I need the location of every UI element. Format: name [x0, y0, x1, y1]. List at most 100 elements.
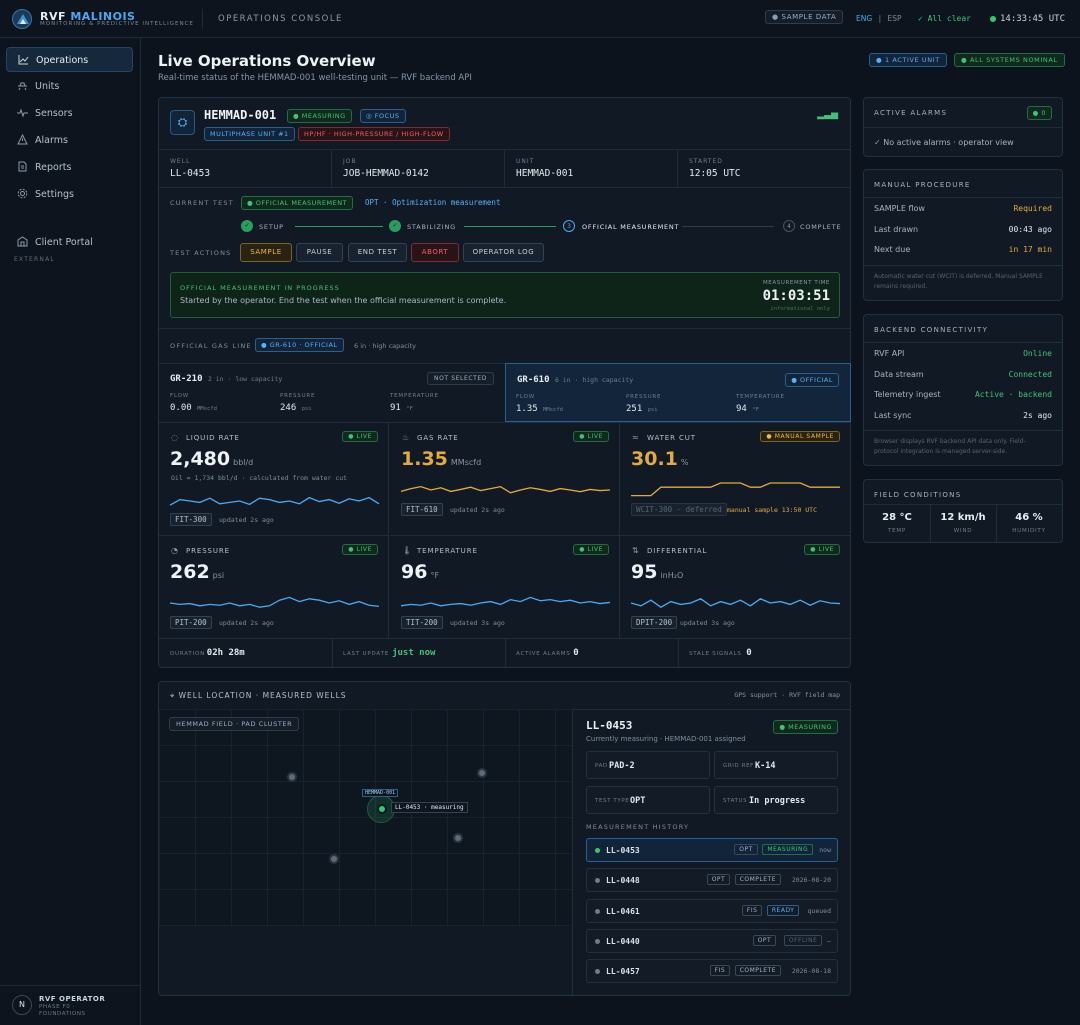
metric-badge: ● LIVE — [573, 431, 609, 442]
operator-log-button[interactable]: OPERATOR LOG — [463, 243, 544, 262]
metric-subtext: Oil = 1,734 bbl/d · calculated from wate… — [171, 474, 348, 482]
well-pin-icon[interactable] — [453, 833, 463, 843]
history-well: LL-0453 — [606, 846, 640, 855]
metric-unit: °F — [430, 571, 440, 580]
unit-map-label: HEMMAD-001 — [362, 789, 399, 797]
history-row[interactable]: LL-0440 OFFLINE OPT — — [586, 928, 838, 953]
user-name: RVF OPERATOR — [39, 995, 106, 1003]
gas-line-gr610[interactable]: GR-610 6 in · high capacity ● OFFICIAL F… — [505, 363, 851, 422]
step-stabilizing-check-icon: ✓ — [389, 220, 401, 232]
measurement-progress-panel: OFFICIAL MEASUREMENT IN PROGRESS Started… — [170, 272, 840, 318]
metric-title: PRESSURE — [186, 547, 231, 555]
metric-card-liquid-rate: ◌ LIQUID RATE ● LIVE 2,480 bbl/d Oil = 1,734 … — [159, 423, 389, 536]
metric-card-pressure: ◔ PRESSURE ● LIVE 262 psi PIT-200 updated 2s a… — [159, 536, 389, 639]
stat-label: STALE SIGNALS — [689, 651, 742, 657]
sample-data-badge: ● SAMPLE DATA — [765, 10, 844, 24]
meta-value-started: 12:05 UTC — [689, 168, 741, 179]
active-units-badge: ● 1 ACTIVE UNIT — [869, 53, 947, 67]
manual-title: MANUAL PROCEDURE — [874, 181, 971, 189]
history-row[interactable]: LL-0453 MEASURING OPT now — [586, 838, 838, 862]
meta-label-job: JOB — [343, 158, 357, 165]
progress-title: OFFICIAL MEASUREMENT IN PROGRESS — [180, 284, 340, 292]
stat-label: ACTIVE ALARMS — [516, 651, 571, 657]
metric-card-gas-rate: ♨ GAS RATE ● LIVE 1.35 MMscfd FIT-610 updated … — [390, 423, 620, 536]
history-row[interactable]: LL-0448 COMPLETE OPT 2026-08-20 — [586, 868, 838, 893]
metric-updated: manual sample 13:50 UTC — [727, 506, 818, 514]
sidebar-item-client-portal[interactable]: Client Portal — [6, 230, 133, 255]
map-title: ⌖ WELL LOCATION · MEASURED WELLS — [170, 691, 347, 700]
sample-button[interactable]: SAMPLE — [240, 243, 292, 262]
status-dot-icon — [595, 938, 600, 944]
end-test-button[interactable]: END TEST — [348, 243, 407, 262]
sensor-tag: WCIT-300 · deferred — [631, 503, 727, 516]
sensor-tag: PIT-200 — [170, 616, 212, 629]
lang-es-button[interactable]: ESP — [887, 14, 902, 23]
history-date: now — [819, 846, 831, 854]
divider — [505, 639, 506, 667]
unit-icon: ⛭ — [170, 110, 195, 135]
field-map[interactable]: HEMMAD FIELD · PAD CLUSTER HEMMAD-001 LL… — [159, 709, 572, 927]
field-conditions-card: FIELD CONDITIONS 28 °C TEMP 12 km/h WIND… — [863, 479, 1063, 543]
brand-subtitle: MONITORING & PREDICTIVE INTELLIGENCE — [40, 21, 194, 27]
sidebar: Operations Units Sensors Alarms Reports … — [0, 38, 141, 1025]
history-row[interactable]: LL-0461 READY FIS queued — [586, 898, 838, 923]
history-state: COMPLETE — [734, 874, 781, 886]
sensor-tag: FIT-610 — [401, 503, 443, 516]
history-state: OFFLINE — [783, 934, 823, 946]
metric-title: LIQUID RATE — [186, 434, 240, 442]
metric-updated: updated 3s ago — [680, 619, 735, 627]
measurement-time: 01:03:51 — [762, 288, 830, 304]
sidebar-item-operations[interactable]: Operations — [6, 47, 133, 72]
metric-unit: % — [680, 458, 689, 467]
well-pin-icon[interactable] — [287, 772, 297, 782]
metric-value: 1.35 MMscfd — [401, 448, 481, 470]
history-date: queued — [807, 906, 831, 915]
waves-icon: ≈ — [632, 433, 639, 442]
gas-line-name: GR-610 6 in · high capacity — [517, 375, 634, 385]
status-dot-icon — [595, 878, 600, 884]
wind-label: WIND — [953, 528, 973, 534]
history-title: MEASUREMENT HISTORY — [586, 823, 690, 831]
history-state: READY — [766, 904, 800, 916]
focus-button[interactable]: ◎ FOCUS — [360, 109, 406, 123]
divider — [202, 9, 203, 29]
meta-label-unit: UNIT — [516, 158, 535, 165]
abort-button[interactable]: ABORT — [411, 243, 459, 262]
step-official: OFFICIAL MEASUREMENT — [582, 223, 680, 231]
divider — [332, 639, 333, 667]
sidebar-item-reports[interactable]: Reports — [6, 155, 133, 180]
sidebar-item-alarms[interactable]: Alarms — [6, 128, 133, 153]
well-pin-icon[interactable] — [477, 768, 487, 778]
step-setup: SETUP — [259, 223, 284, 231]
alarms-count: ● 0 — [1026, 106, 1052, 120]
active-well-pin-icon[interactable] — [377, 804, 387, 814]
metric-value: 2,480 bbl/d — [170, 448, 253, 470]
user-profile[interactable]: N RVF OPERATOR PHASE F0 · FOUNDATIONS — [0, 985, 140, 1025]
well-pin-icon[interactable] — [329, 854, 339, 864]
sidebar-item-settings[interactable]: Settings — [6, 182, 133, 207]
lang-en-button[interactable]: ENG — [856, 14, 873, 23]
history-well: LL-0448 — [606, 876, 640, 886]
history-row[interactable]: LL-0457 COMPLETE FIS 2026-08-18 — [586, 959, 838, 984]
pause-button[interactable]: PAUSE — [296, 243, 343, 262]
metric-number: 2,480 — [170, 448, 231, 470]
sidebar-item-sensors[interactable]: Sensors — [6, 101, 133, 126]
target-icon: ◎ — [366, 112, 375, 120]
gas-line-badge: ● GR-610 · OFFICIAL — [255, 338, 344, 352]
stat-label: LAST UPDATE — [343, 651, 390, 657]
sensor-tag: FIT-300 — [170, 513, 212, 526]
humidity-label: HUMIDITY — [1012, 528, 1046, 534]
logo-icon — [12, 9, 32, 29]
current-test-desc: OPT · Optimization measurement — [365, 198, 501, 207]
gas-line-label: OFFICIAL GAS LINE — [170, 342, 252, 350]
sidebar-item-units[interactable]: Units — [6, 74, 133, 99]
backend-row-label: Last sync — [874, 410, 912, 420]
unit-status-badge: ● MEASURING — [287, 109, 352, 123]
info-grid-ref: GRID REF K-14 — [714, 751, 838, 779]
gas-line-gr210[interactable]: GR-210 2 in · low capacity NOT SELECTED … — [159, 363, 505, 422]
sensor-tag: TIT-200 — [401, 616, 443, 629]
building-icon — [17, 236, 28, 247]
metric-badge: ● LIVE — [573, 544, 609, 555]
gas-flow: 1.35 MMscfd — [516, 404, 563, 414]
backend-row-value: 2s ago — [1023, 410, 1052, 420]
